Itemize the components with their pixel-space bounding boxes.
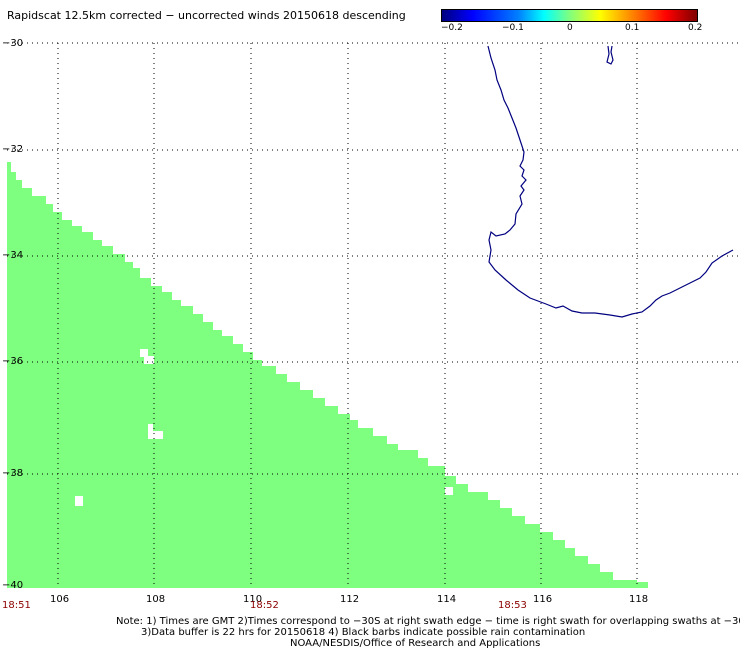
note-line: Note: 1) Times are GMT 2)Times correspon… bbox=[116, 616, 740, 627]
time-label: 18:51 bbox=[2, 600, 31, 611]
data-gap bbox=[140, 349, 148, 357]
color-scale-label: 0.2 bbox=[688, 23, 703, 33]
map-title: Rapidscat 12.5km corrected − uncorrected… bbox=[7, 9, 406, 22]
swath-area bbox=[7, 162, 648, 588]
lon-label: 116 bbox=[533, 594, 553, 605]
color-scale-label: −0.2 bbox=[441, 23, 463, 33]
lon-label: 112 bbox=[340, 594, 360, 605]
lat-label: −40 bbox=[2, 580, 24, 591]
lon-label: 118 bbox=[629, 594, 649, 605]
coastline-island bbox=[606, 45, 614, 65]
note-line: NOAA/NESDIS/Office of Research and Appli… bbox=[290, 638, 541, 649]
color-scale-label: −0.1 bbox=[502, 23, 524, 33]
lon-label: 106 bbox=[50, 594, 70, 605]
color-scale-bar bbox=[441, 9, 698, 22]
lat-label: −36 bbox=[2, 356, 24, 367]
data-gap bbox=[148, 431, 163, 439]
lat-label: −38 bbox=[2, 468, 24, 479]
note-line: 3)Data buffer is 22 hrs for 20150618 4) … bbox=[141, 627, 586, 638]
data-gap bbox=[75, 496, 83, 506]
data-gap bbox=[148, 424, 153, 434]
time-label: 18:53 bbox=[498, 600, 527, 611]
data-gap bbox=[144, 356, 154, 364]
data-gap bbox=[445, 487, 453, 495]
lon-label: 110 bbox=[243, 594, 263, 605]
lat-label: −30 bbox=[2, 38, 24, 49]
lat-label: −34 bbox=[2, 250, 24, 261]
color-scale-label: 0.1 bbox=[625, 23, 640, 33]
lon-label: 114 bbox=[437, 594, 457, 605]
lat-label: −32 bbox=[2, 144, 24, 155]
grid-lines bbox=[7, 42, 738, 588]
lon-label: 108 bbox=[146, 594, 166, 605]
time-label: 18:52 bbox=[250, 600, 279, 611]
coastline bbox=[487, 45, 734, 318]
color-scale-label: 0 bbox=[567, 23, 573, 33]
